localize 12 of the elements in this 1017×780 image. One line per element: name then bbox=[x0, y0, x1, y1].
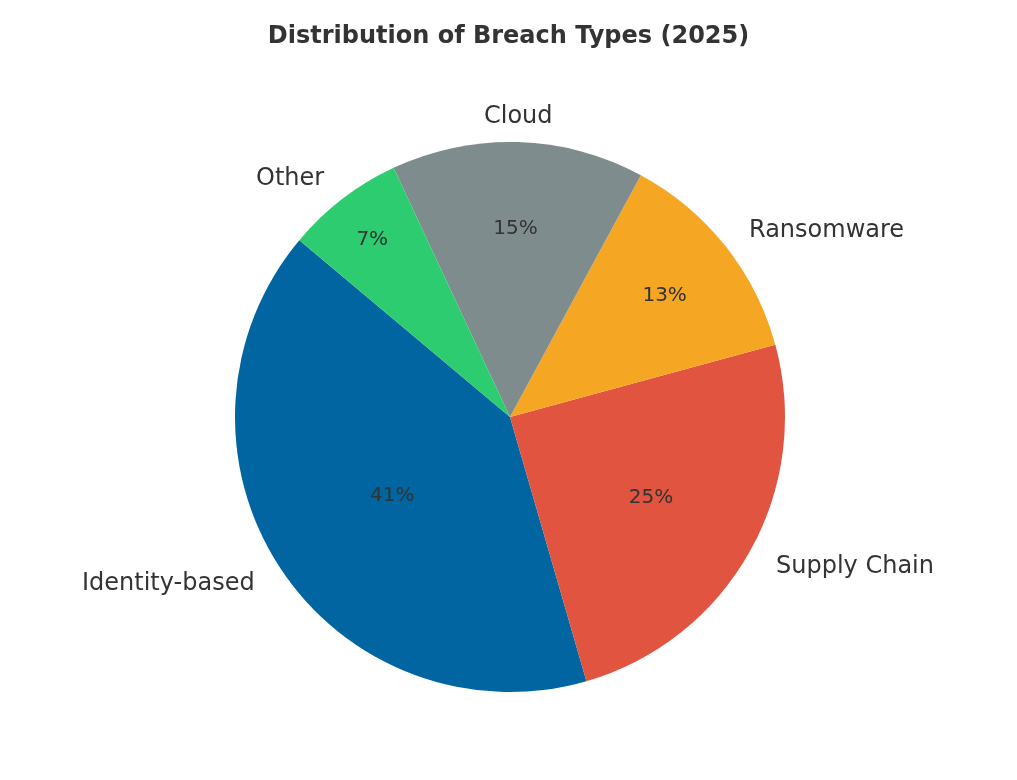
slice-label: Identity-based bbox=[82, 568, 255, 596]
chart-title: Distribution of Breach Types (2025) bbox=[267, 21, 750, 50]
slice-label: Ransomware bbox=[749, 215, 905, 243]
data-label: 7% bbox=[356, 225, 389, 250]
slice-label: Other bbox=[256, 163, 325, 191]
data-label: 13% bbox=[642, 282, 687, 307]
slice-label: Cloud bbox=[484, 101, 553, 129]
pie-slice bbox=[393, 142, 641, 417]
slice-label: Supply Chain bbox=[776, 551, 934, 579]
data-label: 15% bbox=[493, 215, 538, 240]
data-label: 41% bbox=[369, 481, 415, 506]
data-label: 25% bbox=[628, 484, 674, 509]
